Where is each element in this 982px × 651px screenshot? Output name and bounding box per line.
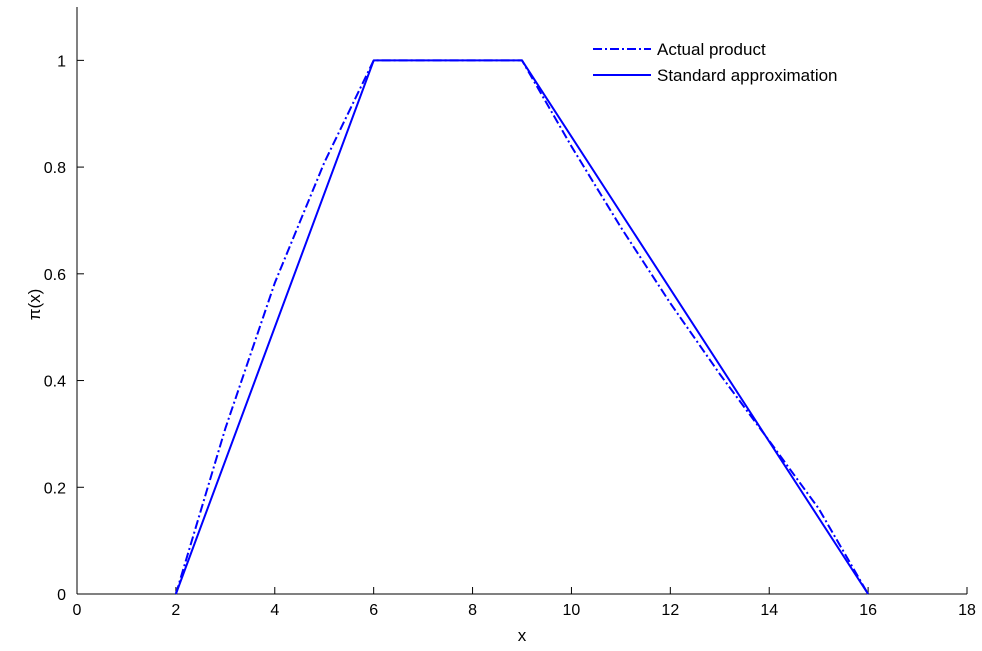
x-tick-label: 14 [760,602,778,619]
y-tick-label: 0.4 [44,374,66,391]
x-tick-label: 8 [468,602,477,619]
legend-entry-label: Actual product [657,40,766,59]
x-tick-label: 12 [661,602,679,619]
y-axis-label: π(x) [25,289,44,321]
x-tick-label: 10 [563,602,581,619]
axes: 0 2 4 6 8 10 12 14 16 18 0 0.2 0.4 0.6 0.8 1 [44,7,976,619]
series-lines [174,59,869,595]
y-tick-label: 1 [57,53,66,70]
y-tick-label: 0.8 [44,160,66,177]
x-tick-label: 6 [369,602,378,619]
legend-entry-label: Standard approximation [657,66,838,85]
x-axis-label: x [518,626,527,645]
x-tick-label: 18 [958,602,976,619]
legend: Actual product Standard approximation [593,40,838,85]
series-line-1 [174,59,869,595]
x-tick-label: 16 [859,602,877,619]
x-tick-label: 0 [73,602,82,619]
y-tick-label: 0 [57,587,66,604]
series-line-2 [174,59,869,595]
x-tick-label: 4 [270,602,279,619]
y-tick-label: 0.6 [44,267,66,284]
x-tick-label: 2 [171,602,180,619]
y-tick-label: 0.2 [44,480,66,497]
